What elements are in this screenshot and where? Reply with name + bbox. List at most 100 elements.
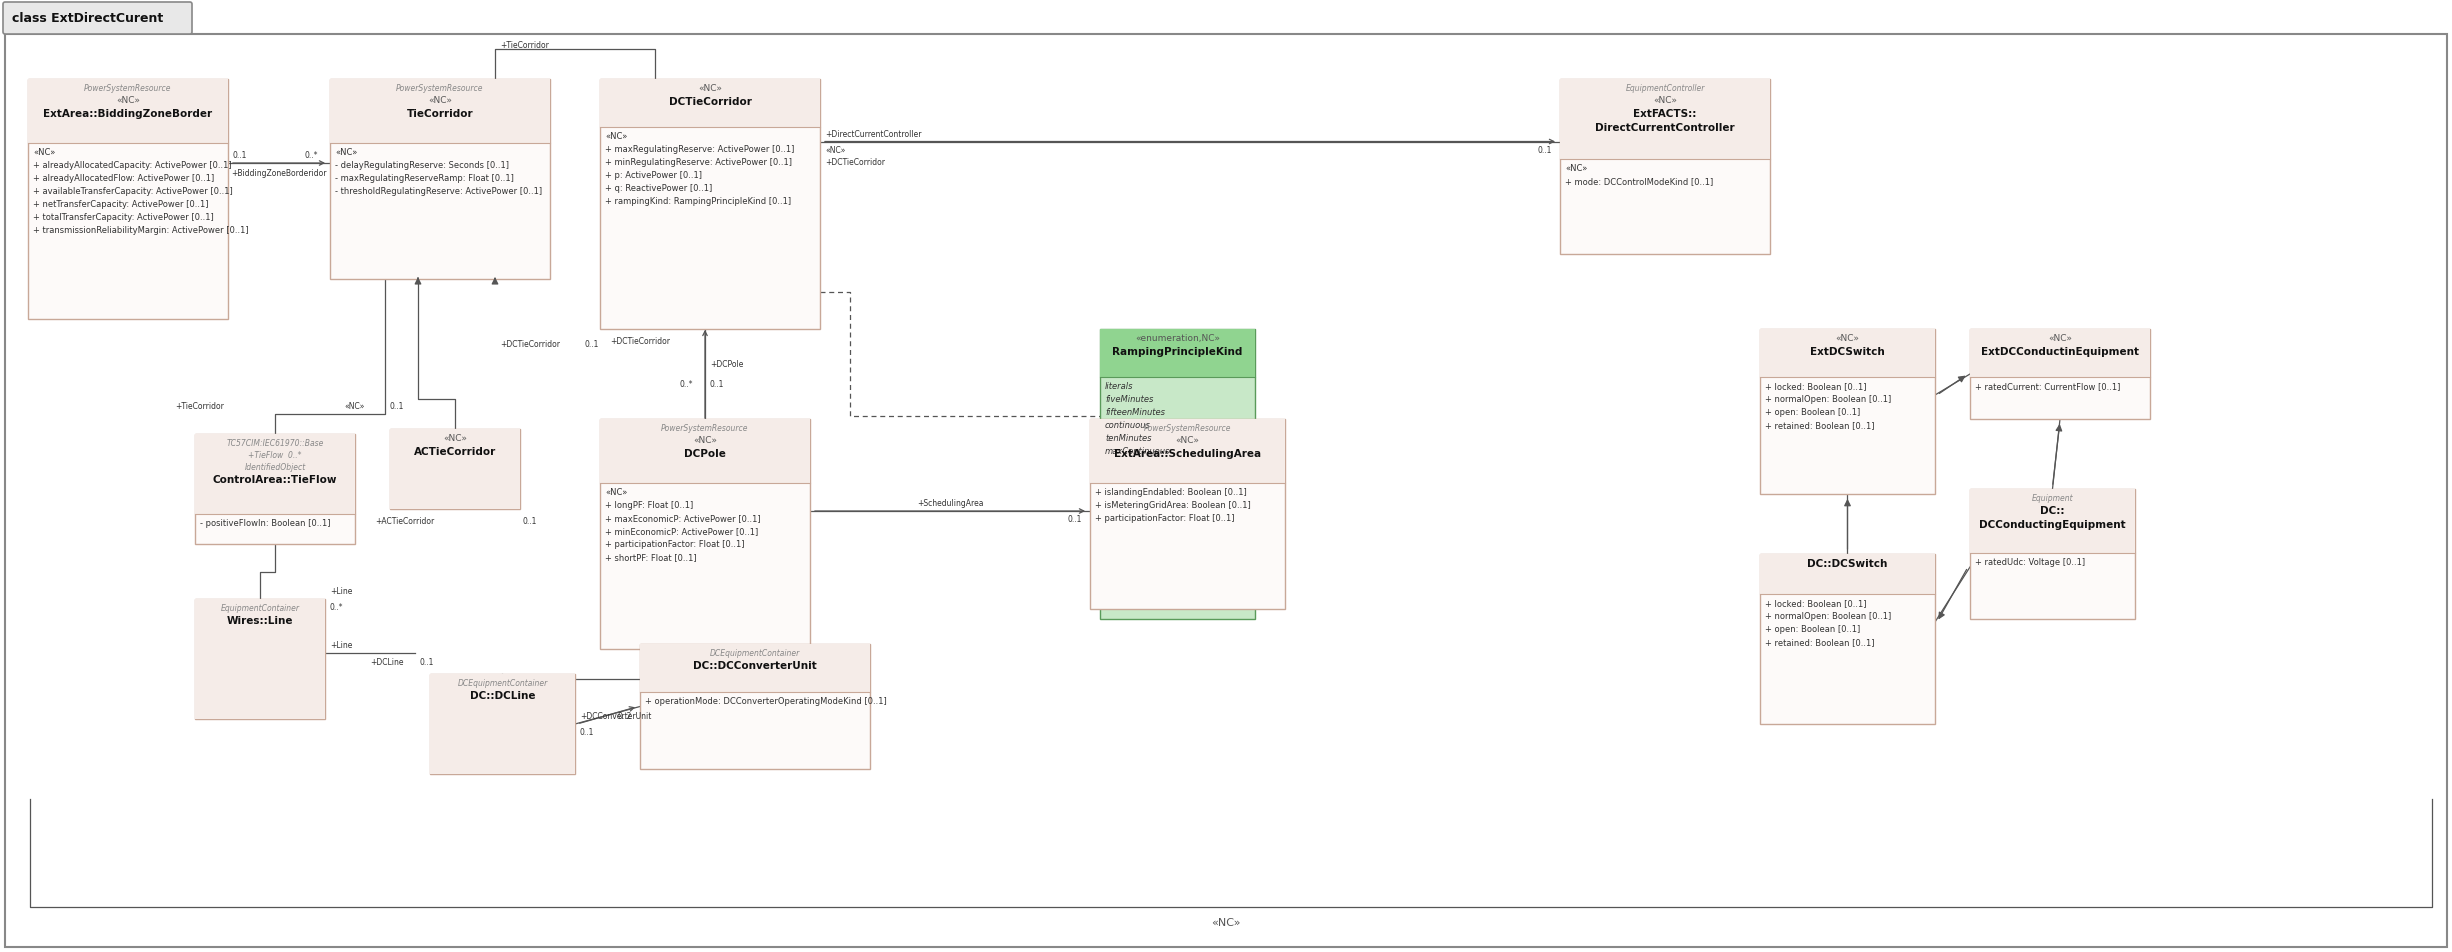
FancyBboxPatch shape: [601, 420, 809, 484]
Text: + p: ActivePower [0..1]: + p: ActivePower [0..1]: [606, 170, 701, 180]
Text: +TieCorridor: +TieCorridor: [174, 402, 223, 411]
Text: 0..1: 0..1: [419, 658, 434, 666]
Text: DCEquipmentContainer: DCEquipmentContainer: [459, 678, 547, 687]
FancyBboxPatch shape: [2, 3, 191, 35]
Text: + locked: Boolean [0..1]: + locked: Boolean [0..1]: [1765, 599, 1866, 607]
Text: «NC»: «NC»: [1211, 917, 1241, 927]
Text: ControlArea::TieFlow: ControlArea::TieFlow: [213, 474, 338, 485]
FancyBboxPatch shape: [429, 674, 576, 774]
Text: «NC»: «NC»: [824, 146, 846, 155]
Text: + open: Boolean [0..1]: + open: Boolean [0..1]: [1765, 407, 1861, 417]
FancyBboxPatch shape: [1761, 554, 1935, 594]
Text: + retained: Boolean [0..1]: + retained: Boolean [0..1]: [1765, 637, 1873, 646]
FancyBboxPatch shape: [390, 429, 520, 509]
FancyBboxPatch shape: [196, 434, 356, 514]
Text: + alreadyAllocatedCapacity: ActivePower [0..1]: + alreadyAllocatedCapacity: ActivePower …: [32, 161, 230, 169]
Text: «NC»: «NC»: [694, 436, 716, 445]
Text: PowerSystemResource: PowerSystemResource: [83, 84, 172, 93]
Text: «NC»: «NC»: [606, 132, 628, 141]
Text: + operationMode: DCConverterOperatingModeKind [0..1]: + operationMode: DCConverterOperatingMod…: [645, 696, 888, 705]
Text: ExtFACTS::: ExtFACTS::: [1633, 109, 1697, 119]
FancyBboxPatch shape: [1091, 420, 1285, 609]
FancyBboxPatch shape: [331, 80, 549, 144]
FancyBboxPatch shape: [1101, 329, 1255, 620]
Text: PowerSystemResource: PowerSystemResource: [662, 424, 748, 432]
FancyBboxPatch shape: [1969, 489, 2136, 620]
Text: +TieFlow  0..*: +TieFlow 0..*: [248, 450, 302, 460]
Text: - maxRegulatingReserveRamp: Float [0..1]: - maxRegulatingReserveRamp: Float [0..1]: [336, 174, 515, 183]
FancyBboxPatch shape: [196, 434, 356, 545]
Text: +Line: +Line: [331, 641, 353, 650]
FancyBboxPatch shape: [1969, 489, 2136, 553]
Text: DC::DCSwitch: DC::DCSwitch: [1807, 559, 1888, 568]
Text: fifteenMinutes: fifteenMinutes: [1106, 407, 1165, 417]
Text: EquipmentController: EquipmentController: [1626, 84, 1704, 93]
Text: Wires::Line: Wires::Line: [226, 615, 294, 625]
Text: +ACTieCorridor: +ACTieCorridor: [375, 517, 434, 526]
Text: + locked: Boolean [0..1]: + locked: Boolean [0..1]: [1765, 382, 1866, 390]
Text: 0..2: 0..2: [618, 712, 633, 721]
Text: PowerSystemResource: PowerSystemResource: [397, 84, 483, 93]
Text: + minRegulatingReserve: ActivePower [0..1]: + minRegulatingReserve: ActivePower [0..…: [606, 158, 792, 167]
Text: - thresholdRegulatingReserve: ActivePower [0..1]: - thresholdRegulatingReserve: ActivePowe…: [336, 187, 542, 196]
Text: DC::DCConverterUnit: DC::DCConverterUnit: [694, 661, 817, 670]
Text: +DCLine: +DCLine: [370, 658, 405, 666]
Text: «enumeration,NC»: «enumeration,NC»: [1135, 333, 1221, 343]
Text: + transmissionReliabilityMargin: ActivePower [0..1]: + transmissionReliabilityMargin: ActiveP…: [32, 226, 248, 235]
Text: PowerSystemResource: PowerSystemResource: [1143, 424, 1231, 432]
Text: ExtArea::SchedulingArea: ExtArea::SchedulingArea: [1113, 448, 1260, 459]
Text: «NC»: «NC»: [346, 402, 365, 411]
Text: TC57CIM:IEC61970::Base: TC57CIM:IEC61970::Base: [226, 439, 324, 447]
FancyBboxPatch shape: [27, 80, 228, 144]
Text: 0..1: 0..1: [586, 340, 598, 349]
Text: + participationFactor: Float [0..1]: + participationFactor: Float [0..1]: [606, 540, 745, 548]
Text: IdentifiedObject: IdentifiedObject: [245, 463, 306, 471]
Text: «NC»: «NC»: [444, 433, 466, 443]
Text: + availableTransferCapacity: ActivePower [0..1]: + availableTransferCapacity: ActivePower…: [32, 187, 233, 196]
Text: DCConductingEquipment: DCConductingEquipment: [1979, 520, 2126, 529]
Text: DCTieCorridor: DCTieCorridor: [669, 97, 750, 107]
Text: «NC»: «NC»: [1837, 333, 1859, 343]
Text: + normalOpen: Boolean [0..1]: + normalOpen: Boolean [0..1]: [1765, 611, 1890, 621]
Text: + netTransferCapacity: ActivePower [0..1]: + netTransferCapacity: ActivePower [0..1…: [32, 200, 208, 208]
Text: «NC»: «NC»: [32, 148, 56, 157]
Text: + shortPF: Float [0..1]: + shortPF: Float [0..1]: [606, 552, 696, 562]
Text: class ExtDirectCurent: class ExtDirectCurent: [12, 12, 164, 26]
Text: Equipment: Equipment: [2033, 493, 2074, 503]
Text: TieCorridor: TieCorridor: [407, 109, 473, 119]
Text: 0..1: 0..1: [1537, 146, 1552, 155]
FancyBboxPatch shape: [601, 80, 819, 329]
Text: + ratedUdc: Voltage [0..1]: + ratedUdc: Voltage [0..1]: [1974, 558, 2084, 566]
Text: 0..1: 0..1: [390, 402, 405, 411]
Text: + rampingKind: RampingPrincipleKind [0..1]: + rampingKind: RampingPrincipleKind [0..…: [606, 197, 792, 206]
Text: - delayRegulatingReserve: Seconds [0..1]: - delayRegulatingReserve: Seconds [0..1]: [336, 161, 510, 169]
Text: +DCConverterUnit: +DCConverterUnit: [581, 712, 652, 721]
Text: + maxEconomicP: ActivePower [0..1]: + maxEconomicP: ActivePower [0..1]: [606, 513, 760, 523]
FancyBboxPatch shape: [27, 80, 228, 320]
FancyBboxPatch shape: [1559, 80, 1770, 255]
Text: +TieCorridor: +TieCorridor: [500, 40, 549, 50]
Text: fiveMinutes: fiveMinutes: [1106, 394, 1152, 404]
Text: + islandingEndabled: Boolean [0..1]: + islandingEndabled: Boolean [0..1]: [1096, 487, 1246, 497]
Text: +DirectCurrentController: +DirectCurrentController: [824, 129, 922, 139]
FancyBboxPatch shape: [5, 35, 2447, 947]
Text: DCEquipmentContainer: DCEquipmentContainer: [711, 648, 799, 657]
Text: «NC»: «NC»: [606, 487, 628, 497]
Text: 0..1: 0..1: [522, 517, 537, 526]
FancyBboxPatch shape: [1101, 329, 1255, 378]
Text: 0..*: 0..*: [331, 603, 343, 612]
Text: +DCPole: +DCPole: [711, 360, 743, 369]
FancyBboxPatch shape: [601, 420, 809, 649]
FancyBboxPatch shape: [196, 600, 326, 720]
Text: + minEconomicP: ActivePower [0..1]: + minEconomicP: ActivePower [0..1]: [606, 526, 758, 535]
Text: «NC»: «NC»: [115, 96, 140, 105]
Text: DirectCurrentController: DirectCurrentController: [1596, 123, 1736, 133]
Text: DC::DCLine: DC::DCLine: [471, 690, 535, 701]
Text: +DCTieCorridor: +DCTieCorridor: [824, 158, 885, 167]
FancyBboxPatch shape: [640, 645, 870, 769]
Text: +SchedulingArea: +SchedulingArea: [917, 499, 983, 508]
FancyBboxPatch shape: [601, 80, 819, 128]
Text: continuous: continuous: [1106, 421, 1150, 429]
Text: + retained: Boolean [0..1]: + retained: Boolean [0..1]: [1765, 421, 1873, 429]
Text: +Line: +Line: [331, 586, 353, 596]
